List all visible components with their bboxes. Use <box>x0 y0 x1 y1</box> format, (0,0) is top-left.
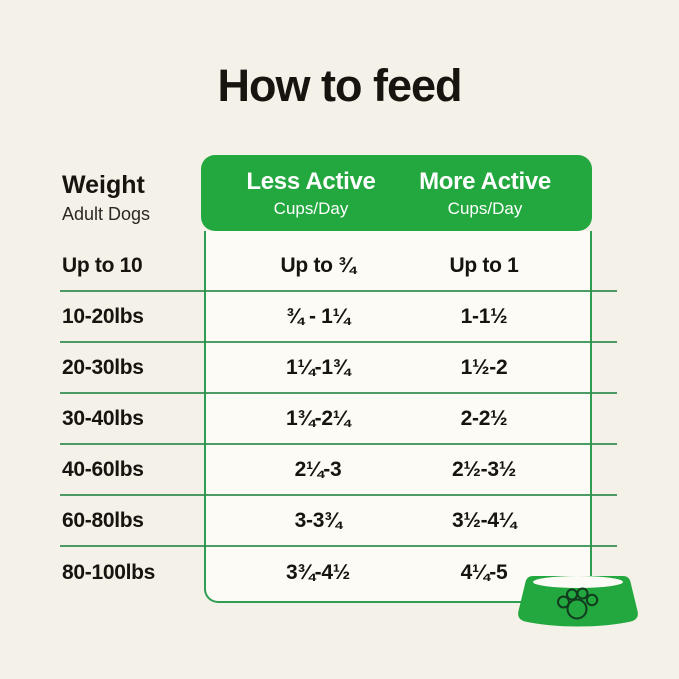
feeding-table-body <box>204 231 592 603</box>
table-row: 20-30lbs 1¼-1¾ 1½-2 <box>0 355 679 381</box>
table-row: 60-80lbs 3-3¾ 3½-4¼ <box>0 508 679 534</box>
less-active-value: 1¼-1¾ <box>286 356 350 379</box>
more-active-value: 1-1½ <box>460 305 508 328</box>
weight-label: Up to 10 <box>62 254 143 277</box>
weight-label: 30-40lbs <box>62 407 144 430</box>
column-header-less-active: Less Active Cups/Day <box>211 168 411 219</box>
table-row: 40-60lbs 2¼-3 2½-3½ <box>0 457 679 483</box>
more-active-value: 4¼-5 <box>460 561 508 584</box>
table-row: 30-40lbs 1¾-2¼ 2-2½ <box>0 406 679 432</box>
weight-label: 20-30lbs <box>62 356 144 379</box>
page-title: How to feed <box>217 60 463 111</box>
column-title: More Active <box>419 168 551 195</box>
row-divider <box>60 392 617 394</box>
row-divider <box>60 290 617 292</box>
row-divider <box>60 494 617 496</box>
less-active-value: ¾ - 1¼ <box>286 305 350 328</box>
table-row: 10-20lbs ¾ - 1¼ 1-1½ <box>0 304 679 330</box>
weight-column-subtitle: Adult Dogs <box>62 204 151 224</box>
paw-print-icon <box>557 587 599 620</box>
more-active-value: Up to 1 <box>449 254 519 277</box>
row-divider <box>60 341 617 343</box>
weight-column-title: Weight <box>62 171 145 199</box>
dog-bowl-icon <box>516 574 640 633</box>
weight-label: 40-60lbs <box>62 458 144 481</box>
table-row: Up to 10 Up to ¾ Up to 1 <box>0 253 679 279</box>
weight-column-header: Weight Adult Dogs <box>62 171 150 225</box>
less-active-value: 3-3¾ <box>294 509 342 532</box>
less-active-value: 2¼-3 <box>294 458 342 481</box>
table-row: 80-100lbs 3¾-4½ 4¼-5 <box>0 560 679 586</box>
bowl-opening <box>533 576 623 588</box>
feeding-table-header: Less Active Cups/Day More Active Cups/Da… <box>201 155 592 231</box>
column-header-more-active: More Active Cups/Day <box>394 168 576 219</box>
column-title: Less Active <box>246 168 376 195</box>
more-active-value: 2-2½ <box>460 407 508 430</box>
less-active-value: 3¾-4½ <box>286 561 350 584</box>
weight-label: 80-100lbs <box>62 561 156 584</box>
more-active-value: 1½-2 <box>460 356 508 379</box>
less-active-value: 1¾-2¼ <box>286 407 350 430</box>
less-active-value: Up to ¾ <box>280 254 356 277</box>
row-divider <box>60 545 617 547</box>
column-subtitle: Cups/Day <box>273 199 349 218</box>
weight-label: 60-80lbs <box>62 509 144 532</box>
more-active-value: 3½-4¼ <box>452 509 516 532</box>
weight-label: 10-20lbs <box>62 305 144 328</box>
more-active-value: 2½-3½ <box>452 458 516 481</box>
row-divider <box>60 443 617 445</box>
column-subtitle: Cups/Day <box>447 199 523 218</box>
